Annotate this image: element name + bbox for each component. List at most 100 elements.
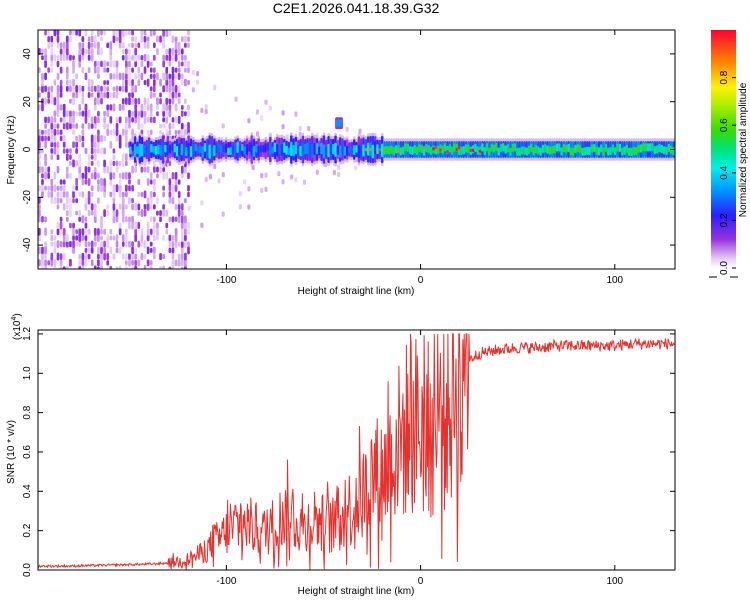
spectrogram-noise-cell (75, 229, 79, 235)
spectrogram-noise-cell (97, 228, 100, 236)
spectrogram-noise-cell (62, 148, 66, 154)
spectrogram-noise-cell (109, 235, 113, 241)
snr-x-tick-label: 100 (606, 576, 623, 587)
spectrogram-line-core (171, 143, 174, 152)
spectrogram-line-core (462, 145, 466, 155)
spectrogram-noise-cell (75, 235, 79, 241)
spectrogram-x-ticks: -100 0 100 (216, 30, 624, 286)
spectrogram-noise-cell (72, 240, 75, 249)
spectrogram-scatter-cell (290, 174, 294, 180)
spectrogram-noise-cell (168, 91, 172, 99)
spectrogram-noise-cell (140, 55, 144, 61)
spectrogram-noise-cell (38, 197, 41, 204)
spectrogram-noise-cell (162, 167, 166, 173)
spectrogram-noise-cell (137, 73, 141, 79)
spectrogram-noise-cell (87, 166, 91, 173)
spectrogram-noise-cell (156, 197, 159, 205)
spectrogram-line-core (371, 144, 375, 159)
spectrogram-line-core (243, 146, 246, 156)
spectrogram-noise-cell (146, 36, 150, 42)
spectrogram-noise-cell (84, 252, 88, 261)
spectrogram-noise-cell (41, 135, 44, 142)
spectrogram-noise-cell (180, 222, 184, 229)
spectrogram-noise-cell (112, 86, 116, 92)
spectrogram-noise-cell (69, 122, 72, 130)
spectrogram-line-core (208, 144, 212, 159)
spectrogram-scatter-cell (200, 107, 204, 114)
spectrogram-noise-cell (103, 30, 106, 36)
spectrogram-line-core (450, 146, 454, 155)
spectrogram-line-core (602, 147, 605, 156)
spectrogram-noise-cell (140, 72, 144, 81)
spectrogram-noise-cell (44, 254, 47, 260)
spectrogram-noise-cell (90, 203, 94, 211)
spectrogram-line-peak (397, 149, 401, 154)
spectrogram-noise-cell (93, 227, 97, 236)
spectrogram-noise-cell (134, 228, 138, 235)
spectrogram-line-core (581, 147, 584, 157)
snr-x-ticks: -100 0 100 (216, 330, 624, 587)
spectrogram-noise-cell (171, 259, 175, 267)
spectrogram-line-core (644, 143, 647, 152)
spectrogram-noise-cell (128, 72, 131, 80)
spectrogram-noise-cell (131, 184, 134, 192)
spectrogram-line-core (164, 144, 167, 153)
spectrogram-noise-cell (149, 86, 153, 92)
spectrogram-line-core (609, 146, 612, 156)
spectrogram-noise-cell (38, 135, 41, 142)
spectrogram-noise-cell (115, 184, 119, 193)
spectrogram-noise-cell (87, 78, 91, 87)
spectrogram-noise-cell (171, 66, 175, 74)
spectrogram-noise-cell (87, 54, 91, 61)
spectrogram-scatter-cell (302, 179, 307, 185)
spectrogram-noise-cell (134, 116, 138, 124)
spectrogram-noise-cell (134, 166, 138, 173)
spectrogram-noise-cell (156, 35, 159, 43)
spectrogram-line-core (227, 147, 230, 156)
spectrogram-noise-cell (177, 215, 181, 224)
spectrogram-line-core (178, 143, 181, 156)
spectrogram-scatter-cell (187, 205, 191, 211)
spectrogram-line-core (662, 146, 666, 155)
spectrogram-noise-cell (87, 253, 91, 260)
spectrogram-line-core (133, 143, 137, 158)
spectrogram-line-core (607, 147, 610, 156)
spectrogram-noise-cell (174, 41, 178, 50)
spectrogram-noise-cell (50, 122, 54, 130)
spectrogram-scatter-cell (204, 177, 208, 183)
spectrogram-noise-cell (38, 246, 41, 255)
spectrogram-noise-cell (125, 141, 128, 148)
spectrogram-line-core (483, 147, 487, 156)
spectrogram-noise-cell (109, 178, 113, 186)
spectrogram-noise-cell (177, 258, 181, 267)
spectrogram-line-core (520, 146, 524, 155)
spectrogram-noise-cell (109, 104, 113, 111)
spectrogram-noise-cell (149, 196, 153, 205)
spectrogram-noise-cell (143, 104, 147, 110)
spectrogram-scatter-cell (234, 96, 238, 102)
spectrogram-noise-cell (100, 241, 103, 248)
spectrogram-noise-cell (115, 122, 119, 130)
spectrogram-noise-cell (78, 259, 82, 267)
spectrogram-noise-cell (128, 185, 131, 192)
spectrogram-noise-cell (69, 116, 72, 124)
spectrogram-noise-cell (106, 61, 110, 67)
spectrogram-line-core (220, 144, 223, 154)
spectrogram-line-core (595, 146, 598, 155)
spectrogram-noise-cell (168, 104, 172, 111)
spectrogram-noise-cell (140, 30, 144, 37)
spectrogram-noise-cell (168, 109, 172, 118)
spectrogram-noise-cell (128, 240, 131, 248)
spectrogram-noise-cell (149, 91, 153, 99)
spectrogram-noise-cell (62, 103, 66, 112)
spectrogram-line-core (255, 143, 258, 153)
spectrogram-noise-cell (50, 148, 54, 154)
spectrogram-noise-cell (168, 191, 172, 198)
spectrogram-noise-cell (47, 91, 51, 99)
spectrogram-noise-cell (109, 116, 113, 124)
spectrogram-noise-cell (41, 129, 44, 135)
spectrogram-noise-cell (56, 191, 60, 198)
spectrogram-line-core (490, 143, 494, 152)
spectrogram-noise-cell (134, 104, 138, 111)
spectrogram-noise-cell (84, 197, 88, 204)
